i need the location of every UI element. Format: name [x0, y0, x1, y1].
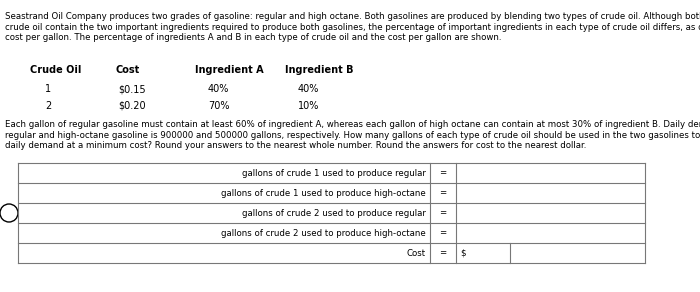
Text: Cost: Cost — [115, 65, 139, 75]
Text: $0.20: $0.20 — [118, 101, 146, 111]
Text: crude oil contain the two important ingredients required to produce both gasolin: crude oil contain the two important ingr… — [5, 22, 700, 32]
Text: =: = — [440, 168, 447, 178]
Text: regular and high-octane gasoline is 900000 and 500000 gallons, respectively. How: regular and high-octane gasoline is 9000… — [5, 131, 700, 140]
Text: 10%: 10% — [298, 101, 319, 111]
Text: =: = — [440, 189, 447, 197]
Text: 2: 2 — [45, 101, 51, 111]
Text: 1: 1 — [45, 84, 51, 94]
Text: 40%: 40% — [298, 84, 319, 94]
Text: $0.15: $0.15 — [118, 84, 146, 94]
Text: Ingredient A: Ingredient A — [195, 65, 264, 75]
Text: daily demand at a minimum cost? Round your answers to the nearest whole number. : daily demand at a minimum cost? Round yo… — [5, 141, 587, 150]
Text: 40%: 40% — [208, 84, 230, 94]
Text: Seastrand Oil Company produces two grades of gasoline: regular and high octane. : Seastrand Oil Company produces two grade… — [5, 12, 700, 21]
Text: gallons of crude 2 used to produce high-octane: gallons of crude 2 used to produce high-… — [221, 229, 426, 237]
Text: =: = — [440, 229, 447, 237]
Text: =: = — [440, 208, 447, 218]
Text: Each gallon of regular gasoline must contain at least 60% of ingredient A, where: Each gallon of regular gasoline must con… — [5, 120, 700, 129]
Text: gallons of crude 2 used to produce regular: gallons of crude 2 used to produce regul… — [242, 208, 426, 218]
Text: Ingredient B: Ingredient B — [285, 65, 354, 75]
Text: gallons of crude 1 used to produce high-octane: gallons of crude 1 used to produce high-… — [221, 189, 426, 197]
Text: gallons of crude 1 used to produce regular: gallons of crude 1 used to produce regul… — [242, 168, 426, 178]
Text: Crude Oil: Crude Oil — [30, 65, 81, 75]
Text: $: $ — [460, 248, 466, 258]
Text: cost per gallon. The percentage of ingredients A and B in each type of crude oil: cost per gallon. The percentage of ingre… — [5, 33, 501, 42]
Text: 70%: 70% — [208, 101, 230, 111]
Text: Cost: Cost — [407, 248, 426, 258]
Text: =: = — [440, 248, 447, 258]
